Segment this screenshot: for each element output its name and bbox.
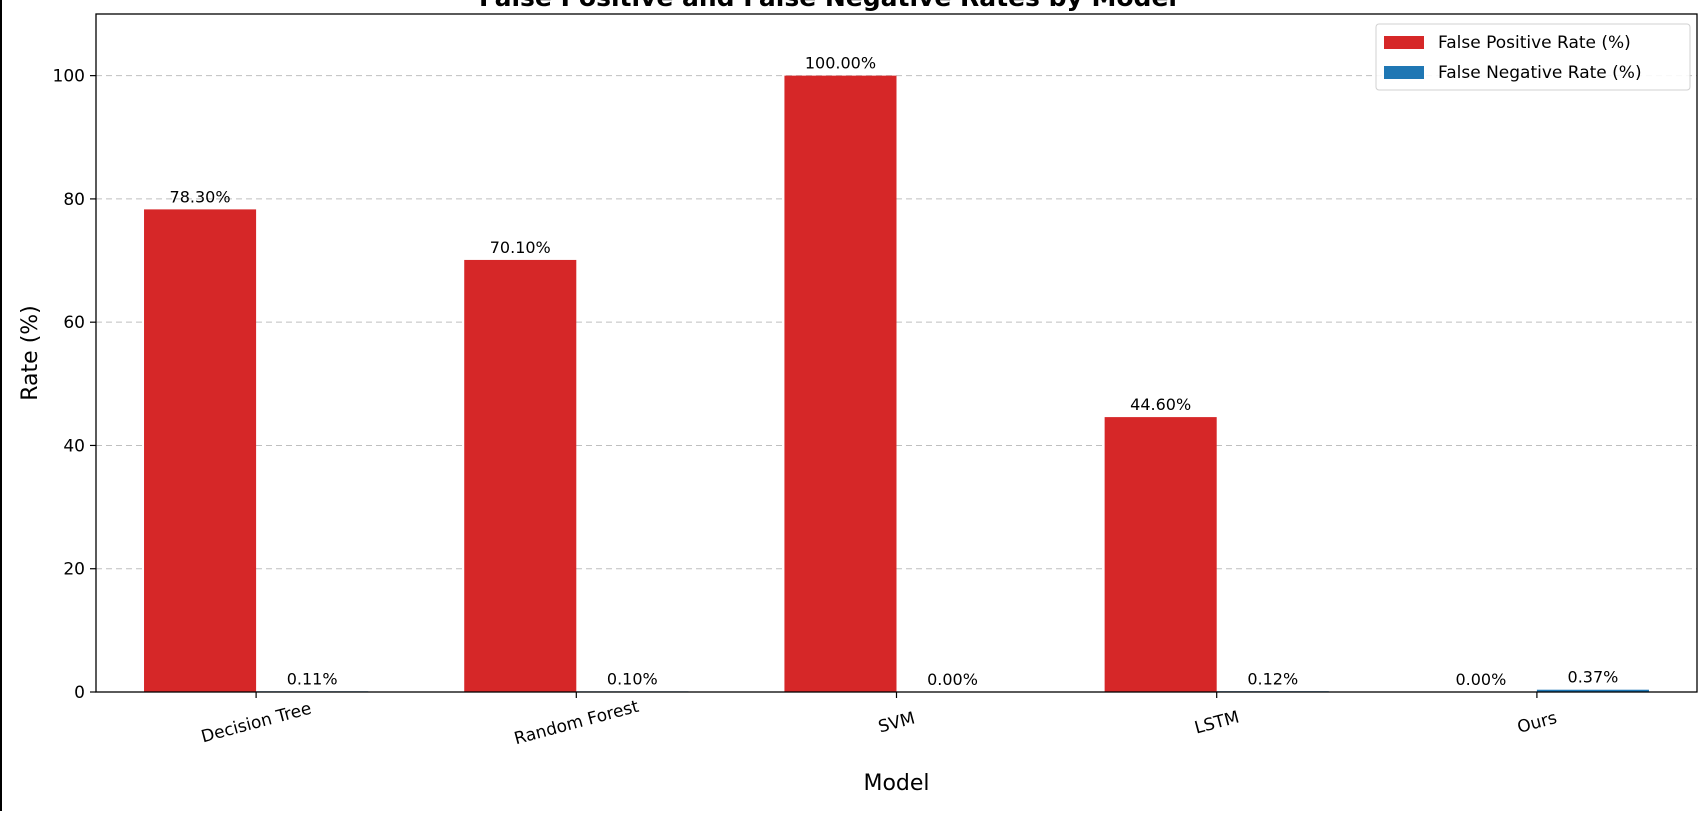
bar-value-label: 0.00% [1455, 670, 1506, 689]
bar-value-label: 0.11% [287, 669, 338, 688]
y-axis-ticks: 0 20 40 60 80 100 [53, 67, 96, 703]
y-tick-label: 60 [63, 313, 85, 333]
y-tick-label: 20 [63, 560, 85, 580]
y-tick-label: 80 [63, 190, 85, 210]
y-axis-title: Rate (%) [18, 305, 43, 401]
bar-value-label: 100.00% [805, 54, 876, 73]
legend-swatch [1384, 66, 1424, 79]
bars [144, 75, 1649, 693]
x-axis-title: Model [863, 771, 929, 796]
legend-label: False Negative Rate (%) [1438, 63, 1642, 83]
bar-fpr [464, 259, 577, 692]
bar-value-label: 0.37% [1568, 668, 1619, 687]
bar-value-label: 0.10% [607, 669, 658, 688]
y-tick-label: 40 [63, 436, 85, 456]
x-tick-label: Random Forest [512, 697, 641, 750]
x-tick-label: Decision Tree [199, 699, 314, 748]
bar-fpr [784, 75, 897, 693]
bar-value-label: 0.00% [927, 670, 978, 689]
x-axis-ticks: Decision Tree Random Forest SVM LSTM Ours [199, 692, 1559, 749]
legend-swatch [1384, 36, 1424, 49]
chart-title: False Positive and False Negative Rates … [479, 0, 1177, 12]
bar-value-label: 78.30% [170, 187, 231, 206]
y-tick-label: 100 [53, 67, 85, 87]
bar-fpr [144, 209, 257, 692]
bar-fpr [1104, 417, 1217, 692]
legend-box [1375, 23, 1691, 91]
legend: False Positive Rate (%) False Negative Ra… [1375, 23, 1691, 91]
bar-value-label: 70.10% [490, 238, 551, 257]
bar-fnr [1536, 689, 1649, 692]
x-tick-label: LSTM [1192, 707, 1241, 738]
bar-value-label: 44.60% [1130, 395, 1191, 414]
legend-label: False Positive Rate (%) [1438, 33, 1631, 53]
bar-value-label: 0.12% [1247, 669, 1298, 688]
bar-labels: 78.30% 70.10% 100.00% 44.60% 0.00% 0.11% 0.10%… [170, 54, 1619, 689]
y-tick-label: 0 [74, 683, 85, 703]
x-tick-label: Ours [1515, 708, 1559, 738]
x-tick-label: SVM [876, 709, 917, 738]
